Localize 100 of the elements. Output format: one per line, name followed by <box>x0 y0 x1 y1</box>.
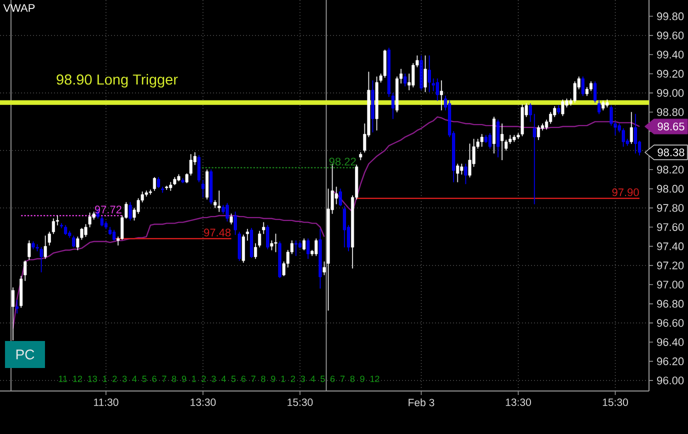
candlestick <box>456 164 460 182</box>
candlestick <box>602 100 605 110</box>
candlestick <box>64 225 68 235</box>
ref-line-label: 98.90 Long Trigger <box>56 74 178 88</box>
candlestick <box>226 202 229 222</box>
candlestick <box>262 222 266 234</box>
candlestick <box>581 76 584 96</box>
x-tick-label: Feb 3 <box>408 398 434 406</box>
candlestick <box>338 188 342 206</box>
candlestick <box>424 55 427 92</box>
candlestick <box>318 228 322 289</box>
candlestick <box>436 78 439 101</box>
annotation: 7 <box>162 376 166 382</box>
candlestick <box>359 152 362 160</box>
candlestick <box>157 177 160 188</box>
annotation: 1 <box>192 376 196 382</box>
candlestick <box>528 103 532 122</box>
annotation: 5 <box>231 376 236 382</box>
candlestick <box>148 190 152 195</box>
candlestick <box>242 234 245 263</box>
candlestick <box>44 236 47 259</box>
candlestick <box>250 228 253 258</box>
candlestick <box>375 76 378 131</box>
y-tick-label: 98.80 <box>657 108 684 116</box>
y-tick-label: 96.00 <box>657 376 684 384</box>
candlestick <box>197 155 200 182</box>
annotation: 6 <box>330 376 335 382</box>
candlestick <box>12 287 15 340</box>
candlestick <box>112 230 116 241</box>
candlestick <box>128 202 132 221</box>
annotation: 5 <box>142 376 147 382</box>
candlestick <box>634 114 637 154</box>
candlestick <box>161 186 164 193</box>
y-tick-label: 96.60 <box>657 319 684 327</box>
annotation: 2 <box>202 376 206 382</box>
candlestick <box>201 180 204 198</box>
annotation: 3 <box>300 376 305 382</box>
candlestick <box>428 55 431 92</box>
annotation: 4 <box>132 376 137 382</box>
x-tick-label: 11:30 <box>94 398 118 406</box>
candlestick <box>391 92 394 120</box>
annotation: 1 <box>102 376 107 382</box>
y-tick-label: 98.20 <box>657 166 684 174</box>
candlestick <box>496 120 500 158</box>
candlestick <box>387 48 390 97</box>
annotation: 2 <box>112 376 117 382</box>
y-tick-label: 97.20 <box>657 262 684 270</box>
candlestick <box>598 100 601 114</box>
annotation: 9 <box>360 376 364 382</box>
y-tick-label: 97.60 <box>657 223 684 232</box>
annotation: 11 <box>58 376 68 382</box>
candlestick <box>165 186 168 190</box>
series-label: 98.22 <box>329 158 356 166</box>
candlestick <box>246 228 249 241</box>
annotation: 13 <box>88 376 97 382</box>
y-tick-label: 97.00 <box>657 280 684 289</box>
x-tick-label: 15:30 <box>288 398 313 406</box>
y-tick-label: 98.00 <box>657 184 684 193</box>
annotation: 6 <box>152 376 156 382</box>
y-tick-label: 99.00 <box>657 89 684 97</box>
candlestick <box>371 80 374 132</box>
y-tick-label: 97.80 <box>657 204 684 212</box>
candlestick <box>480 134 484 147</box>
y-tick-label: 96.40 <box>657 338 684 346</box>
candlestick <box>230 214 233 224</box>
candlestick <box>278 241 282 278</box>
candlestick <box>32 241 35 250</box>
data-label: 98.65 <box>658 122 684 130</box>
candlestick <box>561 99 564 116</box>
candlestick <box>274 234 278 252</box>
annotation: 9 <box>182 376 186 382</box>
annotation: 7 <box>251 376 256 382</box>
candlestick <box>181 178 184 184</box>
annotation: 8 <box>172 376 176 382</box>
y-tick-label: 99.60 <box>657 32 684 40</box>
annotation: 8 <box>261 376 266 382</box>
annotation: 12 <box>73 376 82 382</box>
series-label: 97.48 <box>204 228 231 236</box>
annotation: 9 <box>271 376 276 382</box>
candlestick <box>557 105 560 114</box>
annotation: 8 <box>350 376 355 382</box>
annotation: 6 <box>241 376 246 382</box>
x-tick-label: 13:30 <box>506 398 531 406</box>
candlestick <box>532 114 536 204</box>
candlestick <box>16 300 19 314</box>
candlestick <box>210 169 213 204</box>
candlestick <box>266 225 270 250</box>
y-tick-label: 99.40 <box>657 50 684 59</box>
candlestick <box>342 206 346 248</box>
y-tick-label: 99.80 <box>657 12 684 20</box>
text: 98.38 <box>658 148 684 156</box>
series-label: 97.90 <box>612 188 639 196</box>
candlestick <box>488 133 492 149</box>
annotation: 3 <box>212 376 216 382</box>
candlestick <box>464 164 468 184</box>
annotation: 3 <box>122 376 127 382</box>
candlestick <box>306 238 310 259</box>
annotation: PC <box>16 350 34 360</box>
y-tick-label: 96.80 <box>657 300 684 308</box>
candlestick <box>594 81 597 103</box>
